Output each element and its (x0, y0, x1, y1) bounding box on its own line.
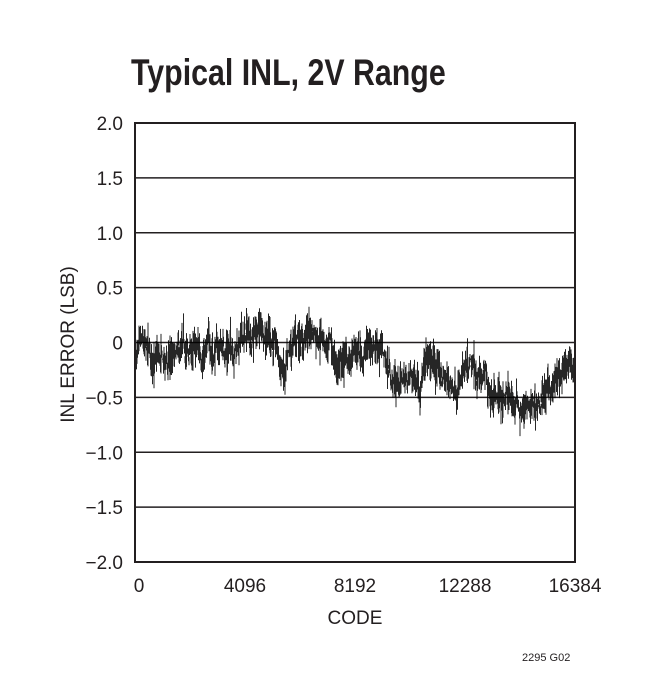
x-tick-label: 16384 (549, 576, 602, 597)
y-tick-label: 0.5 (97, 279, 123, 300)
x-axis-label: CODE (328, 608, 383, 629)
x-tick-label: 4096 (224, 576, 266, 597)
x-tick-label: 12288 (439, 576, 492, 597)
y-tick-label: −1.5 (85, 498, 123, 519)
y-tick-label: −2.0 (85, 553, 123, 574)
y-tick-label: 1.5 (97, 169, 123, 190)
plot-frame (134, 122, 576, 563)
y-tick-label: 0 (112, 334, 123, 355)
chart-title: Typical INL, 2V Range (131, 52, 446, 93)
inl-data-trace (135, 306, 575, 437)
figure-id: 2295 G02 (522, 652, 571, 664)
y-axis-label: INL ERROR (LSB) (58, 266, 79, 423)
y-tick-label: −0.5 (85, 388, 123, 409)
x-tick-label: 0 (134, 576, 145, 597)
y-tick-label: 1.0 (97, 224, 123, 245)
y-tick-label: 2.0 (97, 114, 123, 135)
y-tick-label: −1.0 (85, 443, 123, 464)
x-tick-label: 8192 (334, 576, 376, 597)
